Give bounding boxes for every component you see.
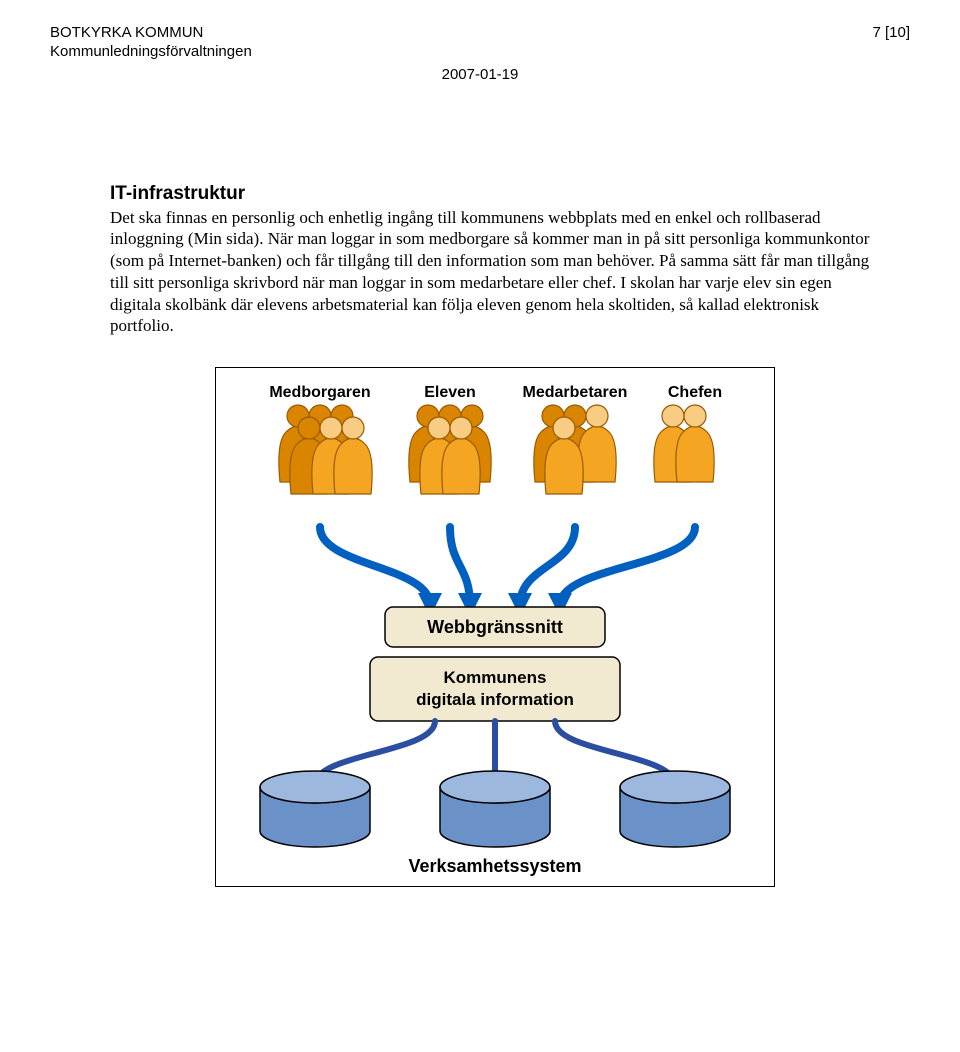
header-dept: Kommunledningsförvaltningen [50, 43, 252, 62]
svg-text:digitala information: digitala information [416, 690, 574, 709]
section-body: Det ska finnas en personlig och enhetlig… [110, 207, 880, 338]
svg-text:Medarbetaren: Medarbetaren [523, 384, 628, 401]
page-header: BOTKYRKA KOMMUN Kommunledningsförvaltnin… [50, 24, 910, 62]
svg-text:Webbgränssnitt: Webbgränssnitt [427, 617, 563, 637]
header-org: BOTKYRKA KOMMUN [50, 24, 252, 43]
diagram-svg: Medborgaren Eleven Medarbetaren Chefen Webbg… [215, 367, 775, 887]
section-title: IT-infrastruktur [110, 183, 880, 205]
svg-text:Chefen: Chefen [668, 384, 722, 401]
architecture-diagram: Medborgaren Eleven Medarbetaren Chefen Webbg… [110, 367, 880, 892]
header-date: 2007-01-19 [50, 66, 910, 83]
header-page-number: 7 [10] [872, 24, 910, 43]
svg-text:Kommunens: Kommunens [444, 668, 547, 687]
svg-text:Medborgaren: Medborgaren [269, 384, 370, 401]
document-body: IT-infrastruktur Det ska finnas en perso… [110, 183, 880, 893]
svg-text:Eleven: Eleven [424, 384, 476, 401]
svg-text:Verksamhetssystem: Verksamhetssystem [408, 856, 581, 876]
